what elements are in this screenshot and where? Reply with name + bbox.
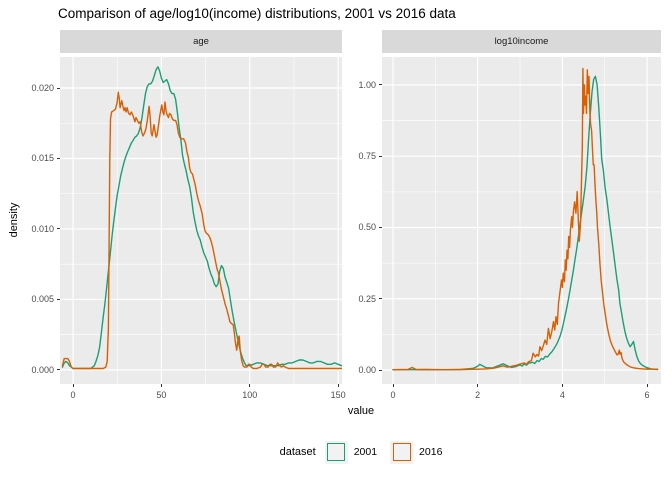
y-tick-mark [56,87,60,89]
x-tick-mark [561,384,563,387]
legend-swatch-2016-icon [392,443,411,461]
y-tick-mark [378,369,382,371]
y-axis-title: density [8,202,20,238]
x-tick-label: 2 [475,390,481,400]
x-tick-label: 6 [644,390,650,400]
y-tick-label: 0.010 [31,223,54,234]
x-tick-label: 0 [390,390,396,400]
y-tick-mark [378,84,382,86]
x-tick-mark [477,384,479,387]
panel-background [382,57,661,384]
facet-strip-label: age [193,36,209,47]
y-tick-mark [378,226,382,228]
y-tick-mark [378,298,382,300]
log10income-panel-plot [382,57,661,384]
density-curve-2001-log10income [392,75,659,371]
y-tick-mark [56,228,60,230]
facet-strip-age: age [60,30,342,53]
x-axis-title: value [347,405,375,417]
age-panel-plot [60,57,342,384]
x-tick-label: 50 [156,390,167,400]
y-tick-label: 0.25 [358,293,376,304]
legend-key-2016 [390,440,414,464]
density-curve-2016-age [61,91,342,370]
y-tick-mark [56,298,60,300]
y-tick-label: 0.005 [31,294,54,305]
y-tick-label: 1.00 [358,79,376,90]
density-curve-2001-age [61,66,342,370]
y-tick-label: 0.000 [31,364,54,375]
facet-strip-label: log10income [494,36,549,47]
y-tick-mark [56,157,60,159]
x-tick-label: 4 [559,390,565,400]
x-tick-mark [646,384,648,387]
legend-key-2001 [324,440,348,464]
x-tick-mark [72,384,74,387]
y-tick-label: 0.020 [31,83,54,93]
plot-title: Comparison of age/log10(income) distribu… [58,6,456,21]
x-tick-label: 100 [242,390,258,400]
legend-item-2001: 2001 [324,440,378,464]
legend-label-2001: 2001 [353,446,378,458]
y-tick-mark [378,155,382,157]
density-curve-2016-log10income [392,67,659,371]
y-tick-label: 0.015 [31,153,54,164]
legend-title: dataset [279,446,316,458]
x-tick-label: 0 [70,390,76,400]
y-tick-label: 0.75 [358,151,376,162]
x-tick-label: 150 [330,390,346,400]
legend-label-2016: 2016 [419,446,443,458]
legend: dataset 2001 2016 [25,438,672,466]
y-tick-mark [56,369,60,371]
y-tick-label: 0.00 [358,365,376,376]
x-tick-mark [392,384,394,387]
facet-strip-log10income: log10income [382,30,661,53]
legend-item-2016: 2016 [390,440,443,464]
x-tick-mark [337,384,339,387]
panel-background [60,57,342,384]
legend-swatch-2001-icon [327,443,346,461]
x-tick-mark [249,384,251,387]
x-tick-mark [160,384,162,387]
y-tick-label: 0.50 [358,222,376,233]
